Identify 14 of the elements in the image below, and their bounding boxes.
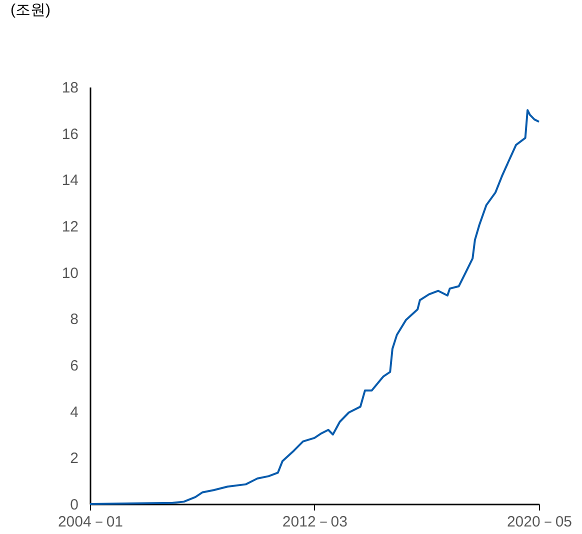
y-tick-label: 6 — [70, 358, 78, 374]
x-tick-label: 2012－03 — [282, 514, 348, 530]
y-axis-title: (조원) — [10, 2, 50, 18]
y-tick-label: 0 — [70, 496, 78, 514]
y-tick-label: 4 — [70, 404, 78, 421]
y-tick-label: 14 — [62, 172, 78, 190]
y-tick-label: 12 — [62, 218, 78, 236]
x-tick-label: 2004－01 — [58, 514, 124, 530]
y-tick-label: 10 — [62, 264, 78, 282]
x-tick-label: 2020－05 — [506, 514, 572, 530]
y-tick-label: 2 — [70, 450, 78, 468]
y-tick-label: 18 — [62, 80, 78, 96]
y-tick-label: 16 — [62, 126, 78, 143]
y-tick-label: 8 — [70, 311, 78, 328]
